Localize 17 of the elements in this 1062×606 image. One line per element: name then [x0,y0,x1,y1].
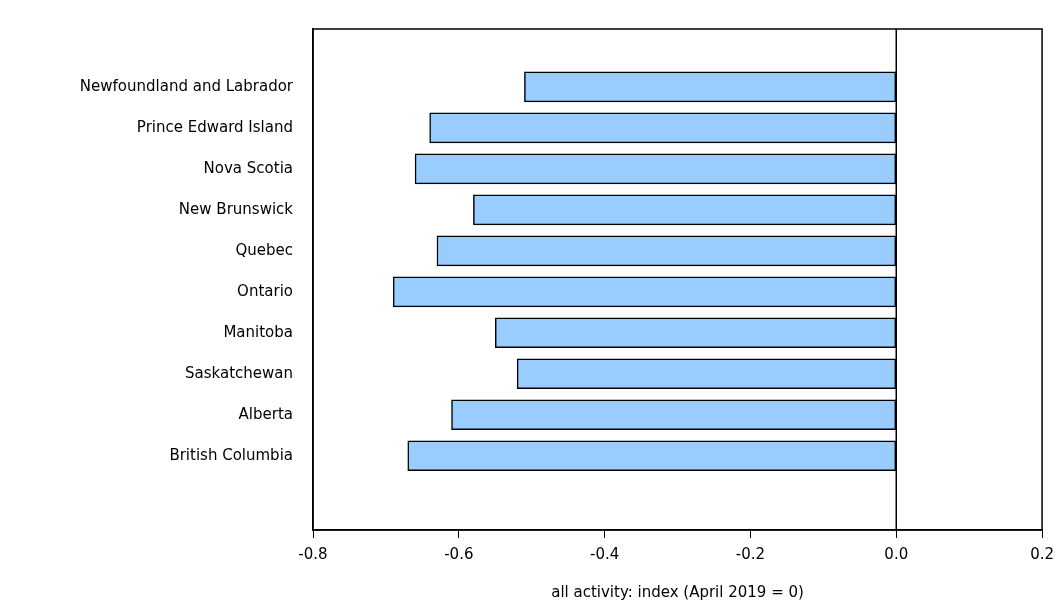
y-tick-label: Nova Scotia [203,158,293,177]
x-tick-label: -0.2 [735,544,766,563]
y-tick-label: Ontario [237,281,293,300]
x-tick-label: 0.0 [884,544,909,563]
y-tick-label: British Columbia [169,445,293,464]
x-tick-label: -0.6 [444,544,474,563]
x-tick-label: -0.4 [589,544,620,563]
y-tick-label: Alberta [238,404,293,423]
y-tick-label: Quebec [235,240,293,259]
x-tick-label: -0.8 [298,544,328,563]
x-tick-label: 0.2 [1030,544,1054,563]
x-axis-title: all activity: index (April 2019 = 0) [551,582,804,601]
y-tick-label: Newfoundland and Labrador [79,76,294,95]
y-tick-label: Manitoba [223,322,293,341]
y-tick-label: Prince Edward Island [136,117,293,136]
y-tick-label: New Brunswick [178,199,294,218]
y-tick-label: Saskatchewan [185,363,293,382]
